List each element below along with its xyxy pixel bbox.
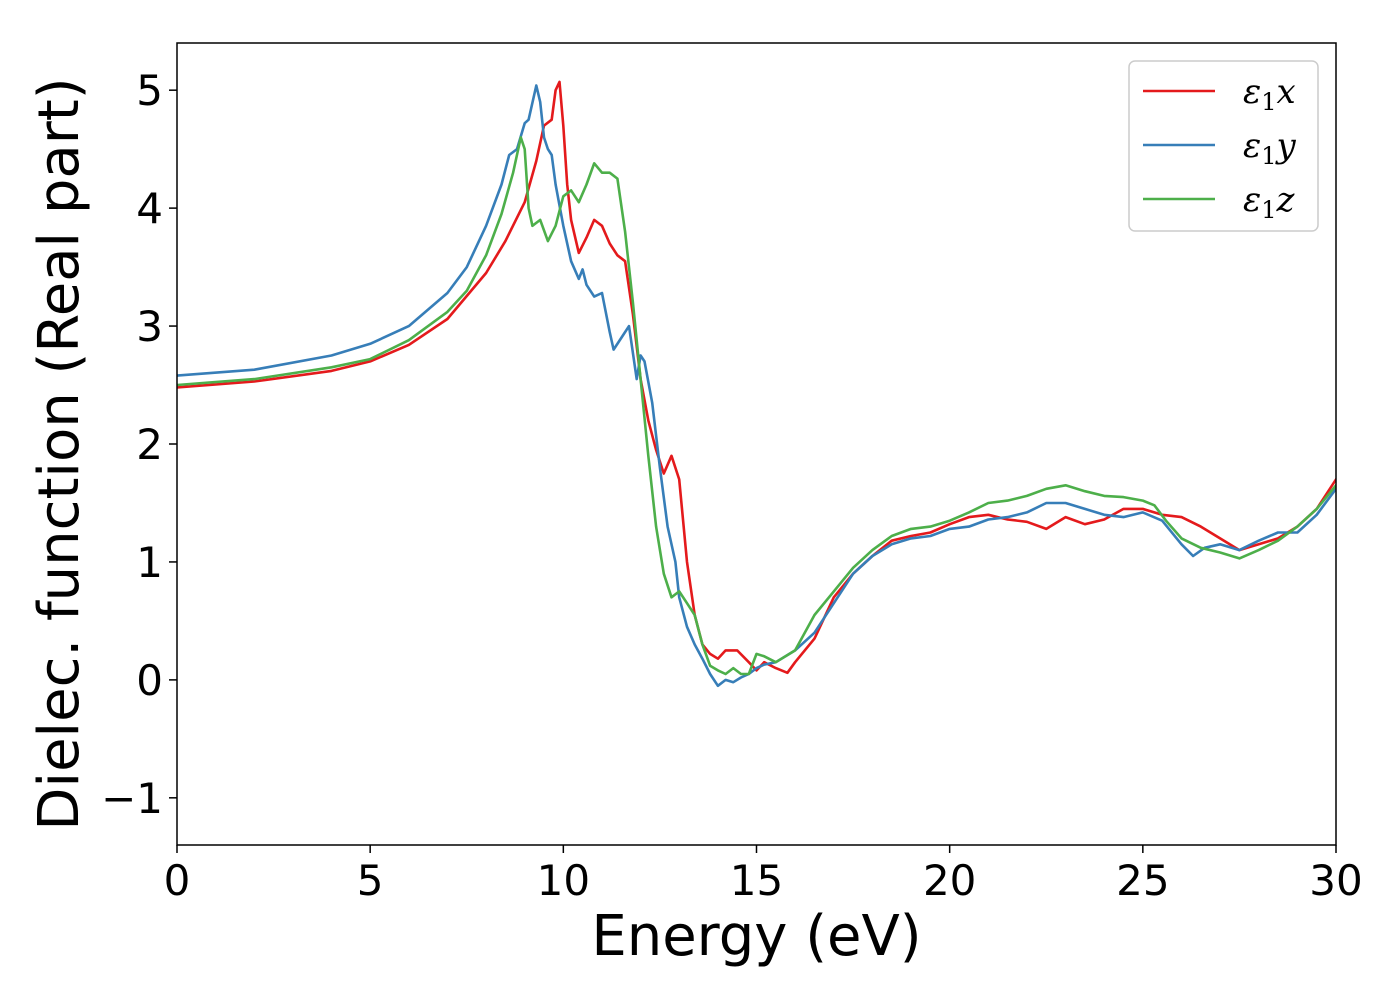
series-layer (177, 80, 1336, 688)
legend-label: ε1y (1243, 126, 1297, 170)
legend-box (1128, 60, 1319, 232)
legend-label: ε1z (1243, 180, 1296, 224)
series-line-z (177, 136, 1336, 676)
series-line-x (177, 80, 1336, 675)
y-tick-label: 1 (136, 538, 163, 587)
y-axis: −1 0 1 2 3 4 5 (101, 66, 177, 823)
x-axis: 0 5 10 15 20 25 30 (164, 845, 1363, 905)
series-line-y (177, 84, 1336, 688)
y-axis-label: Dielec. function (Real part) (27, 77, 92, 830)
legend: ε1x ε1y ε1z (1128, 60, 1319, 232)
legend-label: ε1x (1243, 72, 1296, 116)
y-tick-label: 3 (136, 302, 163, 351)
y-tick-label: 4 (136, 184, 163, 233)
y-tick-label: 2 (136, 420, 163, 469)
x-tick-label: 0 (164, 856, 191, 905)
x-tick-label: 30 (1309, 856, 1362, 905)
x-tick-label: 5 (357, 856, 384, 905)
y-tick-label: 0 (136, 656, 163, 705)
x-axis-label: Energy (eV) (591, 904, 921, 969)
x-tick-label: 25 (1116, 856, 1169, 905)
y-tick-label: 5 (136, 66, 163, 115)
y-tick-label: −1 (101, 774, 163, 823)
x-tick-label: 20 (923, 856, 976, 905)
x-tick-label: 10 (537, 856, 590, 905)
x-tick-label: 15 (730, 856, 783, 905)
